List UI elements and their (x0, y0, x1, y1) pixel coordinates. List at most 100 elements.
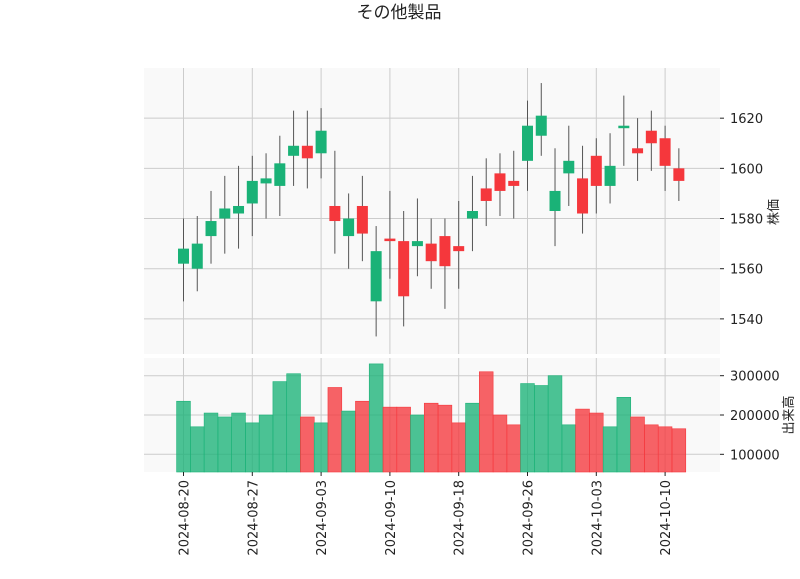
volume-bar (479, 371, 494, 473)
candle-body (466, 211, 478, 219)
chart-title: その他製品 (357, 3, 442, 23)
volume-axis-label: 出来高 (781, 395, 797, 434)
candle-body (659, 138, 671, 166)
volume-bar (589, 412, 604, 473)
volume-bar (355, 400, 370, 473)
volume-bar (341, 410, 356, 473)
candle-body (233, 205, 245, 214)
volume-tick-labels: 100000 200000 300000 (720, 370, 780, 463)
candles (178, 83, 685, 337)
candle-body (480, 188, 492, 201)
candle-body (205, 221, 217, 237)
candle-body (439, 236, 451, 267)
candle-body (673, 168, 685, 181)
candle-body (453, 246, 465, 252)
candle-body (508, 180, 520, 186)
volume-bar (602, 426, 618, 473)
volume-bar (203, 412, 219, 473)
volume-bar (217, 416, 232, 473)
candle-body (398, 241, 410, 297)
candle-body (288, 145, 300, 156)
candle-body (604, 165, 616, 186)
candle-body (178, 248, 189, 264)
volume-bar (506, 424, 521, 473)
volume-bar (616, 397, 632, 473)
x-tick-label: 2024-08-27 (246, 480, 261, 556)
candle-body (384, 238, 396, 242)
candle-body (494, 173, 506, 191)
volume-bars (176, 363, 687, 473)
candle-body (356, 205, 368, 234)
volume-bar (520, 383, 535, 473)
price-tick-label: 1620 (730, 112, 763, 127)
candle-body (590, 155, 602, 186)
volume-bar (272, 381, 288, 473)
candle-body (411, 241, 423, 247)
candle-body (632, 148, 644, 154)
volume-bar (327, 387, 343, 473)
candle-body (577, 178, 589, 214)
volume-bar (286, 373, 301, 473)
volume-bar (382, 406, 398, 473)
candle-body (301, 145, 313, 159)
volume-bar (396, 406, 411, 473)
candle-body (246, 180, 258, 204)
candle-body (618, 125, 630, 129)
x-tick-label: 2024-09-03 (315, 480, 330, 556)
volume-bar (547, 375, 563, 473)
candle-body (370, 251, 382, 302)
candle-body (260, 178, 272, 184)
candle-body (522, 125, 533, 161)
x-tick-label: 2024-08-20 (178, 480, 193, 556)
candle-body (219, 208, 231, 219)
volume-bar (465, 402, 480, 473)
price-tick-label: 1600 (730, 162, 763, 177)
volume-bar (258, 414, 274, 473)
volume-bar (534, 385, 549, 473)
volume-bar (410, 414, 425, 473)
volume-bar (300, 416, 315, 473)
candle-body (549, 190, 561, 211)
x-tick-label: 2024-10-10 (659, 480, 674, 556)
price-axis-label: 株価 (767, 199, 782, 225)
volume-bar (561, 424, 576, 473)
candle-body (329, 205, 341, 222)
x-tick-label: 2024-09-26 (522, 480, 537, 556)
volume-bar (313, 422, 329, 473)
volume-bar (245, 422, 260, 473)
volume-tick-label: 300000 (730, 370, 780, 385)
volume-bar (671, 428, 687, 473)
volume-bar (368, 363, 384, 473)
volume-tick-label: 200000 (730, 409, 780, 424)
volume-bar (190, 426, 205, 473)
volume-bar (423, 402, 439, 473)
candle-body (645, 130, 657, 144)
volume-bar (231, 412, 246, 473)
price-tick-label: 1560 (730, 263, 763, 278)
volume-bar (630, 416, 645, 473)
candle-body (274, 163, 286, 186)
volume-bar (451, 422, 466, 473)
volume-bar (644, 424, 659, 473)
volume-bar (657, 426, 673, 473)
volume-bar (437, 404, 453, 473)
x-tick-label: 2024-10-03 (590, 480, 605, 556)
price-tick-label: 1580 (730, 213, 763, 228)
volume-bar (176, 400, 191, 473)
x-tick-label: 2024-09-18 (453, 480, 468, 556)
candle-body (343, 218, 355, 237)
volume-tick-label: 100000 (730, 448, 780, 463)
candle-body (315, 130, 327, 154)
candle-body (191, 243, 203, 269)
x-tick-labels: 2024-08-20 2024-08-27 2024-09-03 2024-09-10… (178, 472, 674, 556)
price-tick-label: 1540 (730, 313, 763, 328)
x-tick-label: 2024-09-10 (384, 480, 399, 556)
price-tick-labels: 1540 1560 1580 1600 1620 (720, 112, 763, 328)
price-panel (144, 68, 720, 354)
candle-body (535, 115, 547, 136)
volume-bar (492, 414, 508, 473)
candle-body (563, 160, 575, 174)
volume-bar (575, 408, 590, 473)
candle-body (425, 243, 437, 262)
